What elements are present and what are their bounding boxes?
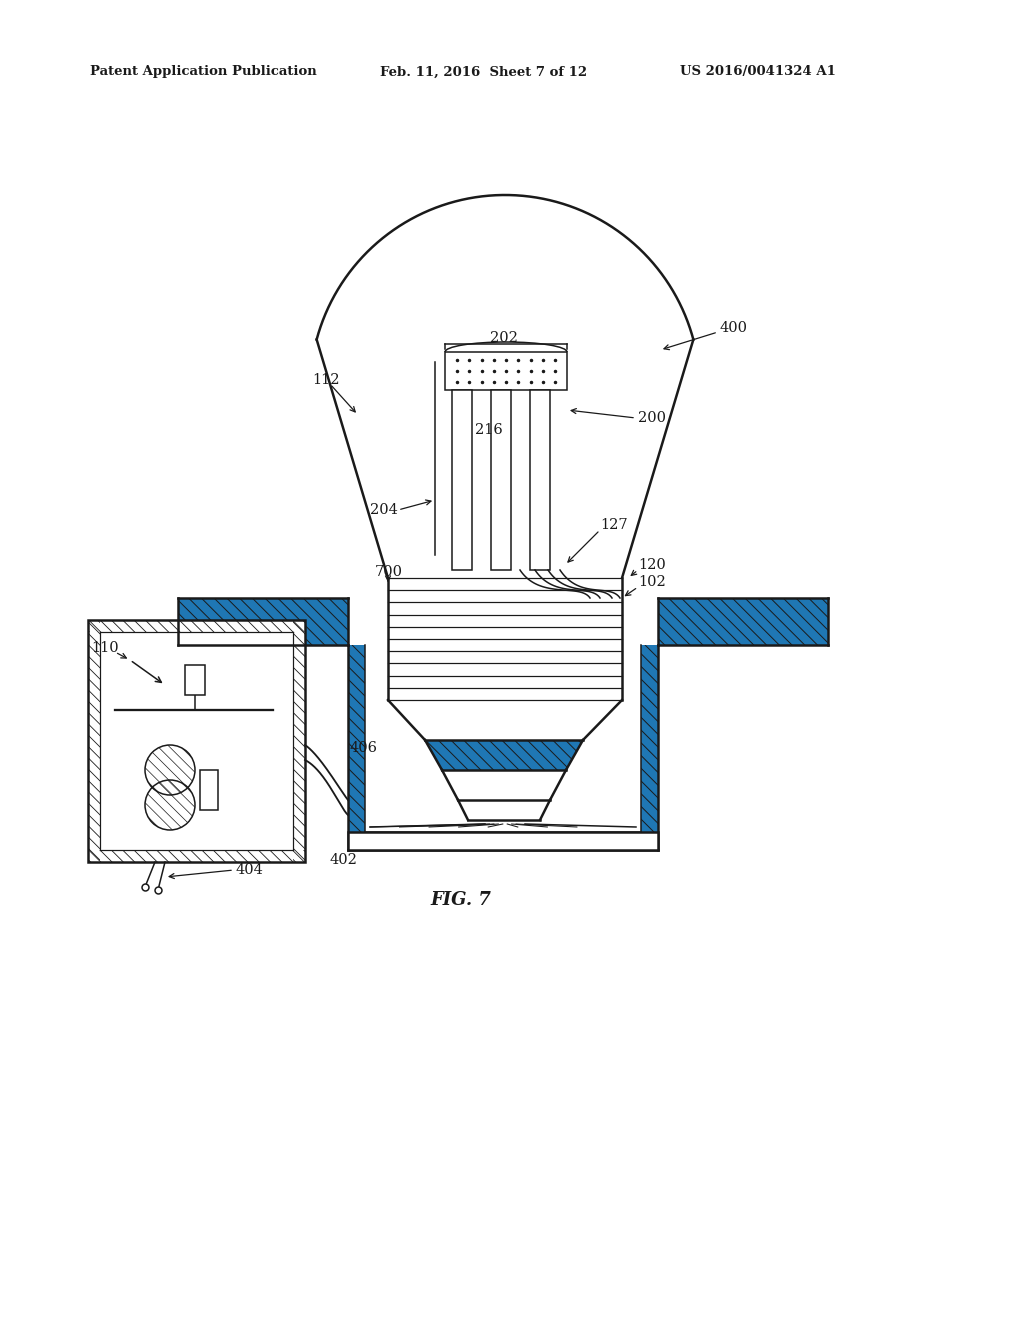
- Bar: [530, 389, 550, 570]
- Polygon shape: [425, 741, 583, 770]
- Polygon shape: [185, 665, 205, 696]
- Polygon shape: [200, 770, 218, 810]
- Polygon shape: [88, 620, 305, 632]
- Polygon shape: [145, 780, 195, 830]
- Polygon shape: [178, 598, 348, 645]
- Text: Patent Application Publication: Patent Application Publication: [90, 66, 316, 78]
- Text: US 2016/0041324 A1: US 2016/0041324 A1: [680, 66, 836, 78]
- Bar: [185, 665, 205, 696]
- Bar: [200, 770, 218, 810]
- Text: 127: 127: [600, 517, 628, 532]
- Polygon shape: [641, 645, 658, 832]
- Polygon shape: [658, 598, 828, 645]
- Text: 404: 404: [236, 863, 264, 876]
- Text: 700: 700: [375, 565, 403, 579]
- Text: 120: 120: [638, 558, 666, 572]
- Polygon shape: [293, 620, 305, 862]
- Text: 216: 216: [475, 422, 503, 437]
- Text: 112: 112: [312, 374, 340, 387]
- Bar: [452, 389, 472, 570]
- Text: 200: 200: [638, 411, 666, 425]
- Polygon shape: [365, 832, 641, 850]
- Polygon shape: [88, 620, 100, 862]
- Text: 400: 400: [720, 321, 748, 335]
- Polygon shape: [348, 645, 365, 832]
- Text: 406: 406: [350, 741, 378, 755]
- Text: Feb. 11, 2016  Sheet 7 of 12: Feb. 11, 2016 Sheet 7 of 12: [380, 66, 587, 78]
- Bar: [490, 389, 511, 570]
- Text: 102: 102: [638, 576, 666, 589]
- Text: 402: 402: [330, 853, 357, 867]
- Bar: [348, 832, 658, 850]
- Bar: [88, 620, 305, 862]
- Text: 202: 202: [490, 331, 518, 345]
- Text: FIG. 7: FIG. 7: [430, 891, 490, 909]
- Bar: [445, 352, 567, 389]
- Text: 204: 204: [370, 503, 398, 517]
- Text: 110: 110: [91, 642, 119, 655]
- Polygon shape: [348, 832, 658, 850]
- Polygon shape: [145, 744, 195, 795]
- Polygon shape: [88, 850, 305, 862]
